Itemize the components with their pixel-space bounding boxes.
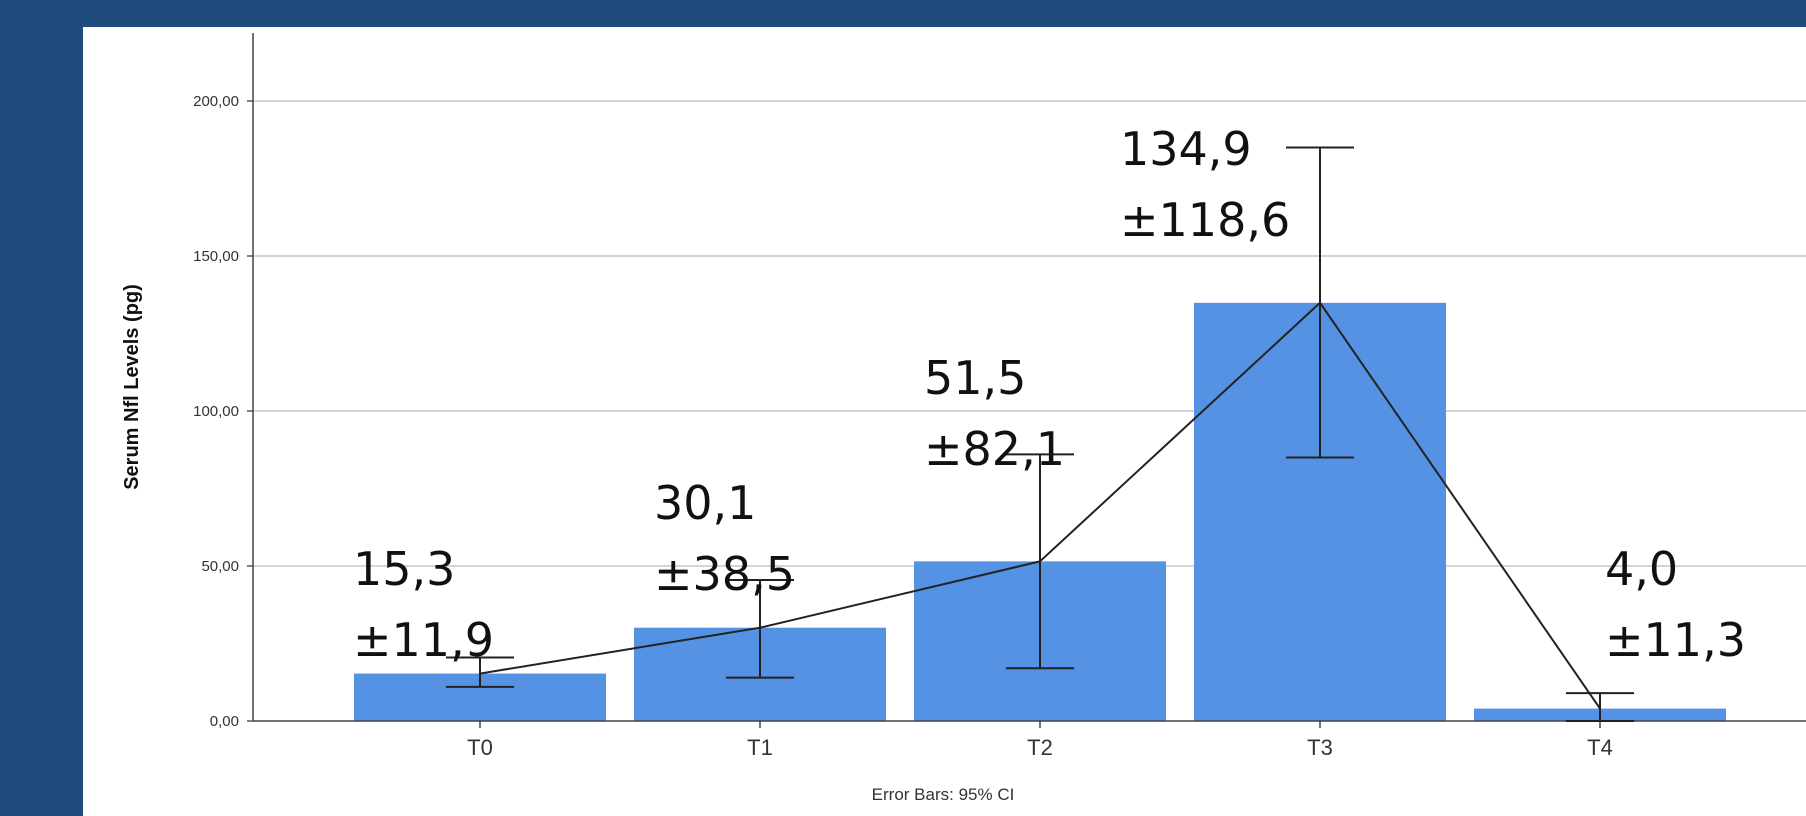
y-axis-title: Serum Nfl Levels (pg) <box>121 284 143 490</box>
gridlines <box>253 100 1806 567</box>
sd-label: ±118,6 <box>1120 193 1290 247</box>
sd-label: ±11,3 <box>1605 613 1746 667</box>
sd-label: ±82,1 <box>924 422 1065 476</box>
value-label: 51,5 <box>924 351 1026 405</box>
mean-line <box>479 301 1601 710</box>
value-label: 15,3 <box>353 542 455 596</box>
labels: Serum Nfl Levels (pg) Error Bars: 95% CI… <box>121 93 1746 804</box>
chart-panel: Serum Nfl Levels (pg) Error Bars: 95% CI… <box>83 27 1806 816</box>
y-tick-label: 0,00 <box>210 713 239 730</box>
error-bar <box>446 656 514 688</box>
y-tick-label: 200,00 <box>193 93 239 110</box>
y-tick-label: 100,00 <box>193 403 239 420</box>
mean-line-path <box>479 301 1601 710</box>
x-tick-label: T4 <box>1587 735 1613 760</box>
error-bars-footnote: Error Bars: 95% CI <box>872 785 1015 804</box>
axes <box>247 33 1806 728</box>
value-label: 4,0 <box>1605 542 1678 596</box>
sd-label: ±11,9 <box>353 613 494 667</box>
x-tick-label: T3 <box>1307 735 1333 760</box>
value-label: 30,1 <box>654 476 756 530</box>
value-label: 134,9 <box>1120 122 1252 176</box>
sd-label: ±38,5 <box>654 547 795 601</box>
bar-chart: Serum Nfl Levels (pg) Error Bars: 95% CI… <box>121 33 1806 804</box>
y-tick-label: 150,00 <box>193 248 239 265</box>
x-tick-label: T0 <box>467 735 493 760</box>
x-tick-label: T2 <box>1027 735 1053 760</box>
error-bar <box>726 578 794 679</box>
y-tick-label: 50,00 <box>201 558 239 575</box>
x-tick-label: T1 <box>747 735 773 760</box>
